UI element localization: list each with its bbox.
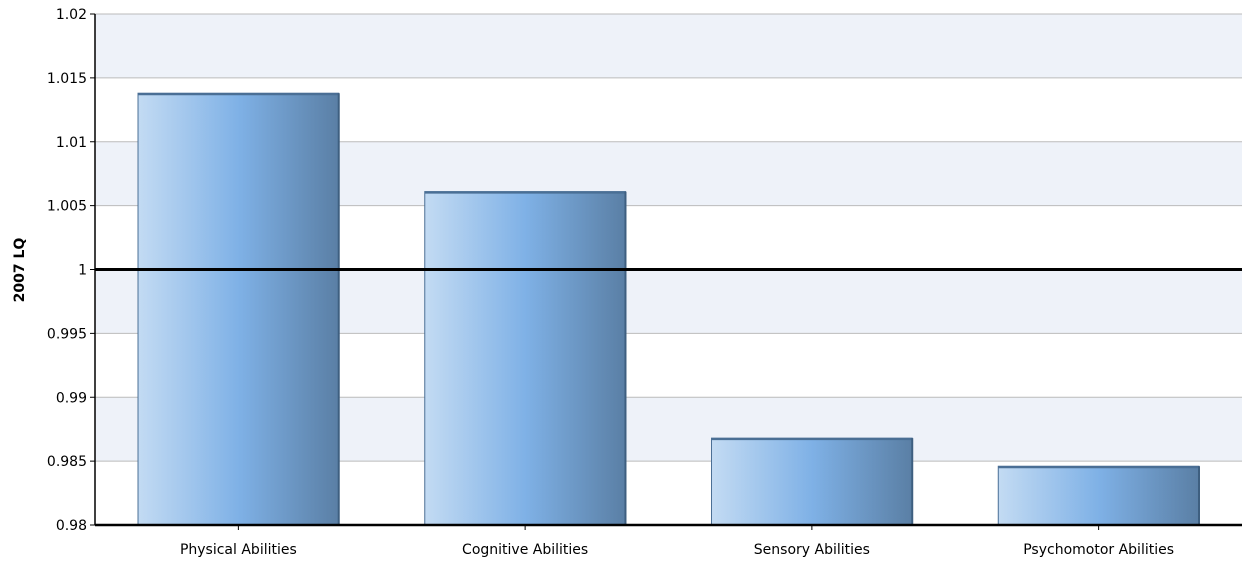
y-tick-label: 0.985 <box>47 454 87 470</box>
bars <box>137 92 1200 526</box>
y-tick-label: 1 <box>78 263 87 279</box>
y-tick-label: 1.005 <box>47 199 87 215</box>
y-tick-label: 1.02 <box>56 7 87 23</box>
x-tick-label: Psychomotor Abilities <box>1023 542 1174 558</box>
y-tick-label: 0.99 <box>56 390 87 406</box>
y-tick-label: 0.995 <box>47 326 87 342</box>
bar-cognitive-abilities <box>424 191 626 526</box>
y-ticks: 0.98 0.985 0.99 0.995 1 1.005 1.01 1.015 1.02 <box>47 7 95 534</box>
x-tick-label: Sensory Abilities <box>754 542 870 558</box>
y-tick-label: 0.98 <box>56 518 87 534</box>
bar-psychomotor-abilities <box>997 465 1200 526</box>
y-tick-label: 1.01 <box>56 135 87 151</box>
y-tick-label: 1.015 <box>47 71 87 87</box>
background-bands <box>95 14 1242 462</box>
y-axis-title: 2007 LQ <box>12 238 28 303</box>
background-band <box>95 14 1242 78</box>
bar-sensory-abilities <box>711 437 913 526</box>
x-ticks: Physical Abilities Cognitive Abilities Sen… <box>180 525 1174 558</box>
x-tick-label: Cognitive Abilities <box>462 542 588 558</box>
bar-physical-abilities <box>137 92 340 526</box>
x-tick-label: Physical Abilities <box>180 542 297 558</box>
